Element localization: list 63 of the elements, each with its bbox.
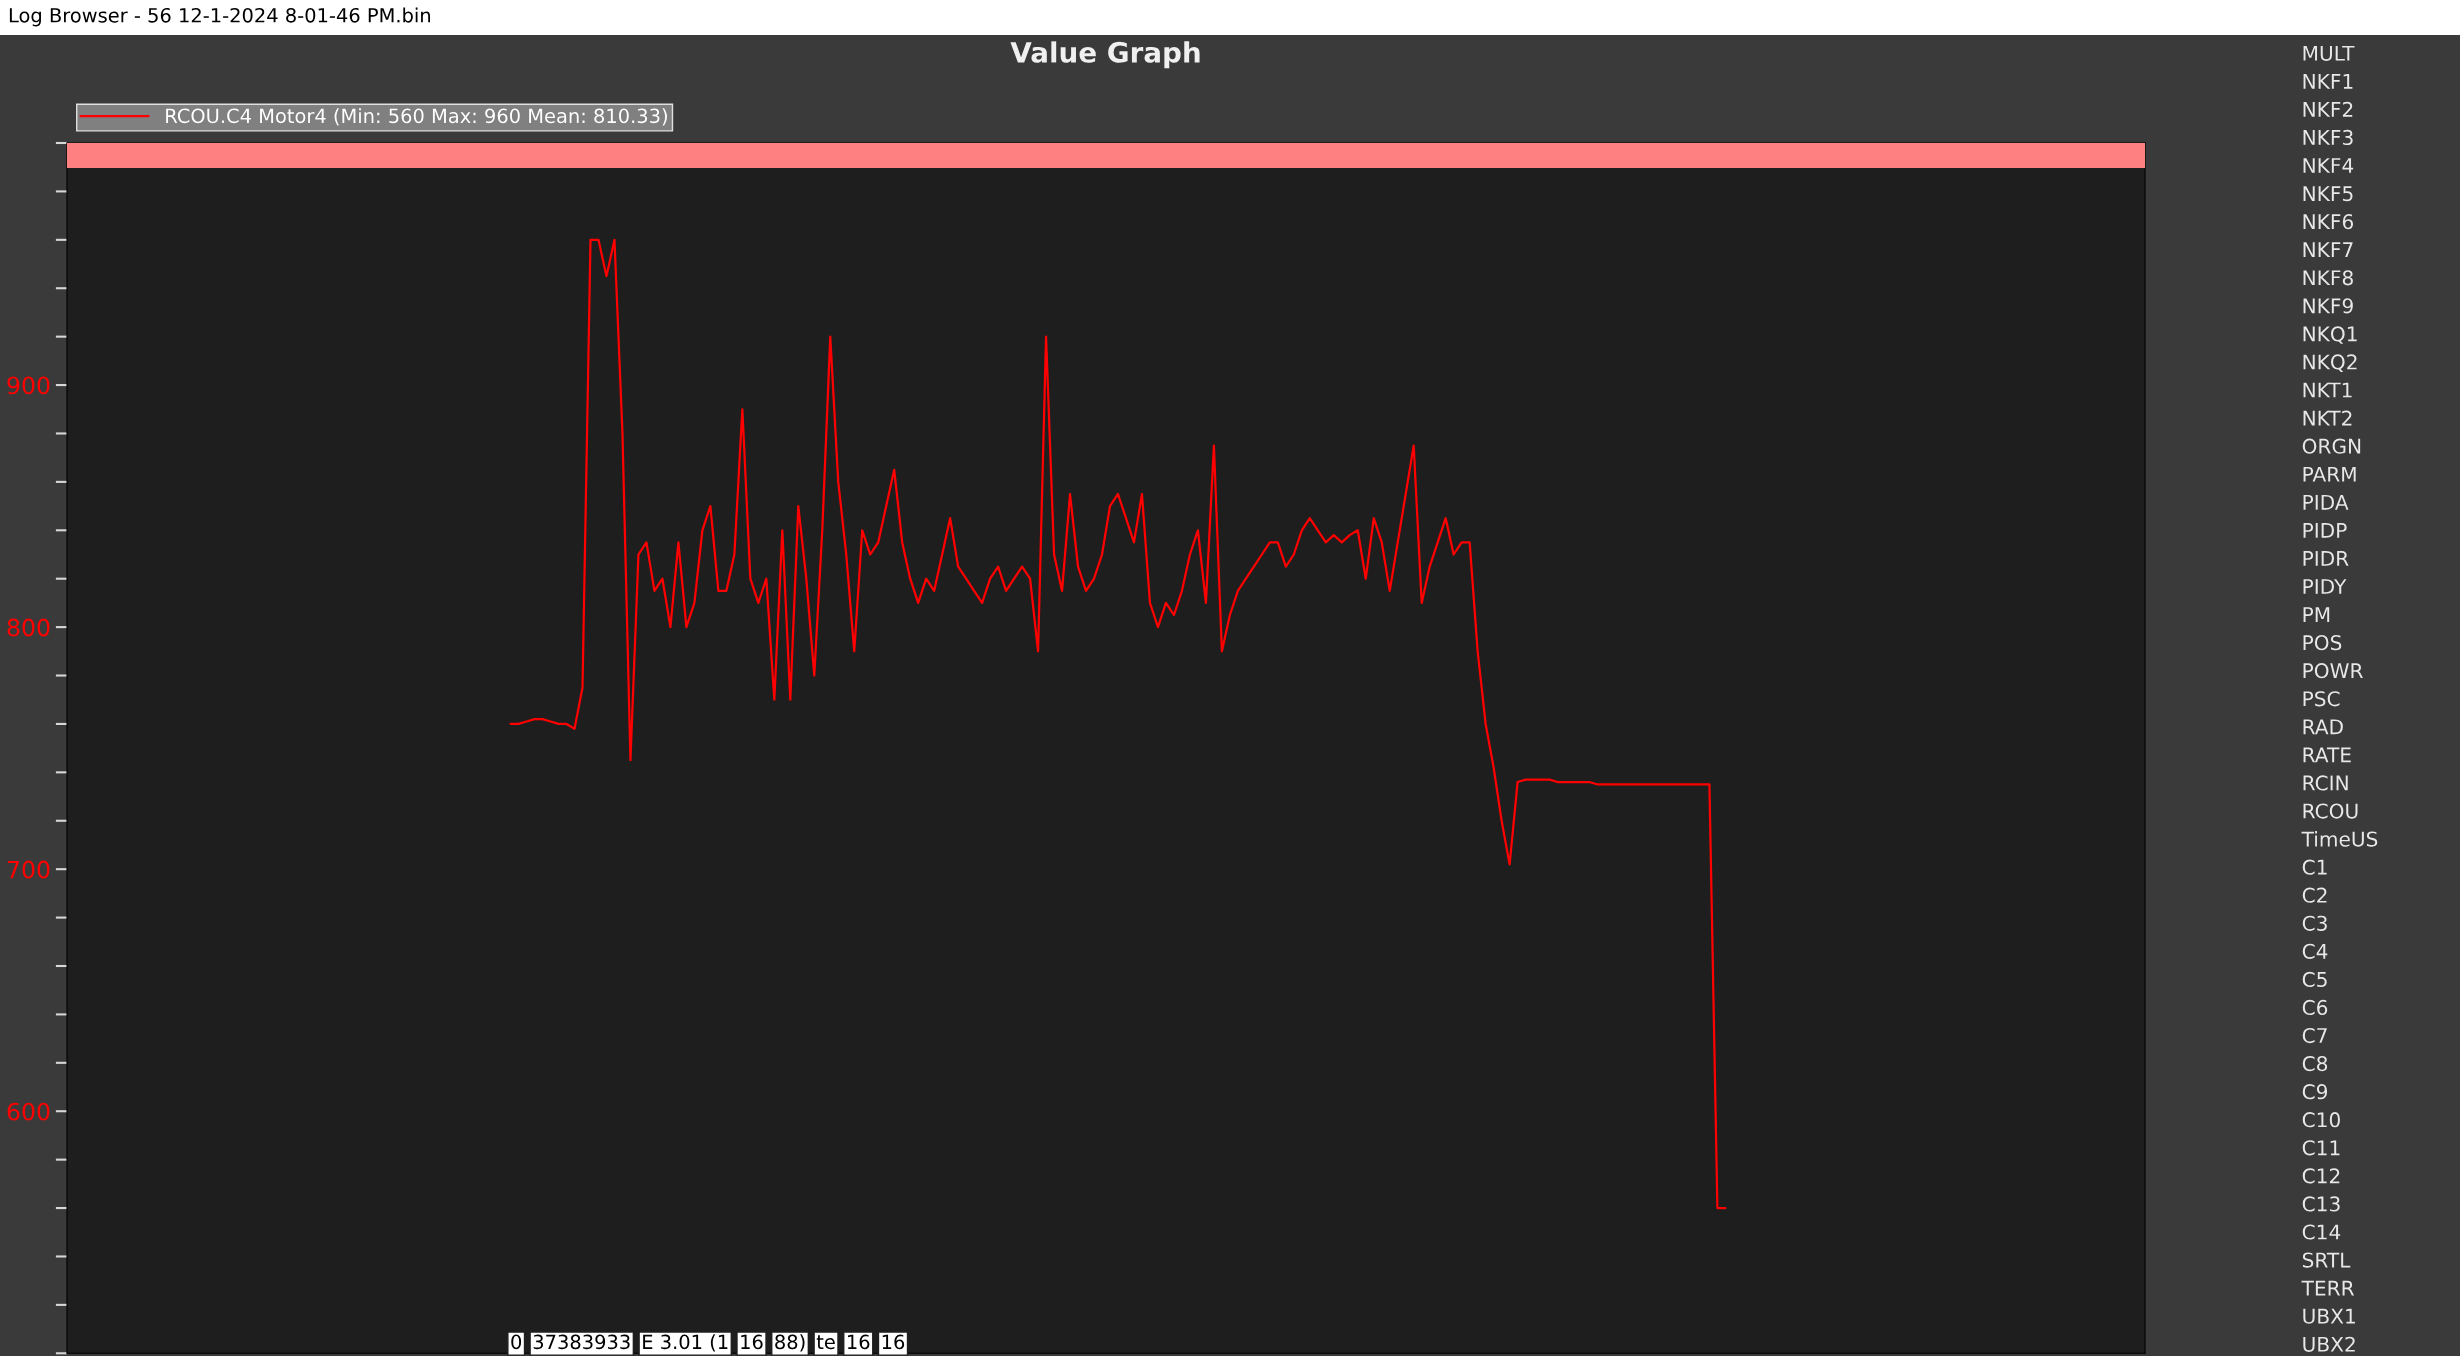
text: C9 xyxy=(2302,1084,2328,1100)
annotation: 16 xyxy=(848,1334,870,1350)
text: NKT1 xyxy=(2303,382,2352,398)
legend-label: RCOU.C4 Motor4 (Min: 560 Max: 960 Mean: 810.33) xyxy=(166,108,667,126)
text: RCIN xyxy=(2303,775,2348,791)
text: RATE xyxy=(2303,747,2351,763)
text: PIDY xyxy=(2303,579,2347,594)
text: C2 xyxy=(2302,887,2327,903)
text: NKF1 xyxy=(2303,73,2353,89)
text: NKQ1 xyxy=(2303,326,2357,344)
text: C4 xyxy=(2302,943,2328,959)
text: C8 xyxy=(2302,1055,2328,1072)
text: NKF9 xyxy=(2303,298,2353,314)
annotation: 16 xyxy=(741,1334,763,1350)
annotation: 37383933 xyxy=(533,1334,630,1350)
annotation: 0 xyxy=(511,1334,522,1350)
text: NKF7 xyxy=(2303,242,2353,258)
text: PIDP xyxy=(2303,523,2347,538)
text: PM xyxy=(2303,607,2330,622)
text: PIDA xyxy=(2303,494,2349,510)
text: PARM xyxy=(2303,466,2356,482)
annotation: 16 xyxy=(882,1334,905,1350)
text: PIDR xyxy=(2303,551,2349,566)
text: C5 xyxy=(2302,971,2327,988)
text: NKF2 xyxy=(2303,101,2353,117)
text: POWR xyxy=(2303,663,2363,679)
text: NKF5 xyxy=(2303,186,2353,202)
text: C6 xyxy=(2302,999,2328,1016)
y-tick-label: 900 xyxy=(7,376,50,395)
text: NKT2 xyxy=(2303,410,2352,426)
text: RCOU xyxy=(2303,803,2358,819)
chart-title: Value Graph xyxy=(1010,41,1200,69)
text: C12 xyxy=(2302,1168,2340,1184)
text: C3 xyxy=(2302,915,2327,931)
text: TERR xyxy=(2301,1280,2355,1296)
text: NKF3 xyxy=(2303,129,2353,146)
text: C7 xyxy=(2302,1027,2327,1044)
text: C14 xyxy=(2302,1224,2341,1240)
text: NKF8 xyxy=(2303,270,2353,286)
text: Log Browser - 56 12-1-2024 8-01-46 PM.bin xyxy=(9,7,430,27)
y-tick-label: 800 xyxy=(7,618,50,637)
text: PSC xyxy=(2303,691,2340,707)
text: ORGN xyxy=(2302,438,2361,454)
y-tick-label: 700 xyxy=(7,860,50,879)
annotation: 88) xyxy=(775,1334,805,1352)
line-series xyxy=(509,238,1727,1210)
text: UBX1 xyxy=(2303,1308,2355,1324)
text: NKF6 xyxy=(2303,214,2353,230)
text: NKF4 xyxy=(2303,158,2354,173)
text: RAD xyxy=(2303,719,2343,735)
text: SRTL xyxy=(2302,1252,2351,1268)
y-tick-label: 600 xyxy=(7,1102,50,1121)
text: TimeUS xyxy=(2301,831,2378,847)
text: C13 xyxy=(2302,1196,2340,1212)
text: UBX2 xyxy=(2303,1336,2355,1352)
text: C10 xyxy=(2302,1112,2340,1128)
text: NKQ2 xyxy=(2303,354,2357,372)
annotation: te xyxy=(816,1335,835,1350)
text: C11 xyxy=(2302,1140,2340,1156)
text: POS xyxy=(2303,635,2342,651)
annotation: E 3.01 (1 xyxy=(643,1334,728,1352)
text: MULT xyxy=(2303,45,2355,61)
text: C1 xyxy=(2302,859,2327,875)
